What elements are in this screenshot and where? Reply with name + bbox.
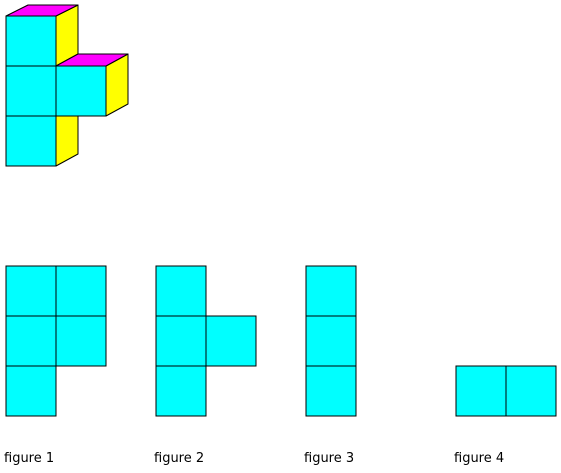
view-square <box>5 365 57 417</box>
view-square <box>505 365 557 417</box>
figure-1-squares <box>5 265 107 417</box>
view-square <box>55 265 107 317</box>
figure-2-squares <box>155 265 257 417</box>
view-square <box>55 315 107 367</box>
cube-front-face <box>5 65 57 117</box>
view-figures <box>5 265 557 417</box>
view-square <box>5 265 57 317</box>
figure-1-label: figure 1 <box>4 451 55 466</box>
view-square <box>155 365 207 417</box>
figure-2-label: figure 2 <box>154 451 205 466</box>
cube-stack-3d <box>5 4 129 167</box>
cube-front-face <box>5 115 57 167</box>
view-square <box>5 315 57 367</box>
figure-4-squares <box>455 365 557 417</box>
cube-front-face <box>55 65 107 117</box>
figure-3-squares <box>305 265 357 417</box>
view-square <box>155 265 207 317</box>
figure-3-label: figure 3 <box>304 451 355 466</box>
view-square <box>305 265 357 317</box>
view-square <box>455 365 507 417</box>
view-square <box>305 365 357 417</box>
figure-4-label: figure 4 <box>454 451 505 466</box>
view-square <box>205 315 257 367</box>
view-square <box>155 315 207 367</box>
cube-front-face <box>5 15 57 67</box>
view-square <box>305 315 357 367</box>
